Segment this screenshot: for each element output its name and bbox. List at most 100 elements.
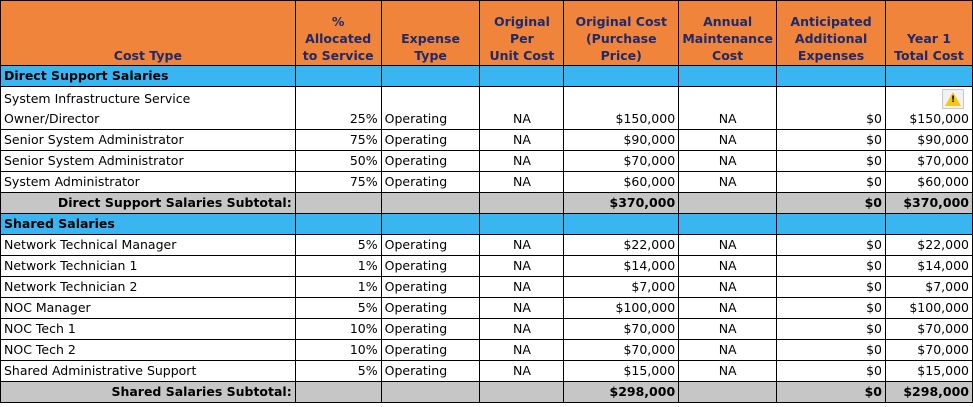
annual-maintenance-cell[interactable]: NA [678,339,778,361]
anticipated-expenses-cell[interactable]: $0 [776,360,887,382]
subtotal-anticipated-cell[interactable]: $0 [776,192,887,214]
header-expense-type[interactable]: Expense Type [380,0,481,66]
annual-maintenance-cell[interactable]: NA [678,171,778,193]
annual-maintenance-cell[interactable]: NA [678,276,778,298]
subtotal-empty-cell[interactable] [479,192,565,214]
pct-allocated-cell[interactable]: 75% [294,129,382,151]
cost-type-cell[interactable]: System Infrastructure Service Owner/Direc… [0,86,296,130]
section-empty-cell[interactable] [380,65,481,87]
orig-unit-cost-cell[interactable]: NA [479,318,565,340]
subtotal-label-cell[interactable]: Shared Salaries Subtotal: [0,381,296,403]
orig-cost-cell[interactable]: $14,000 [563,255,680,277]
section-empty-cell[interactable] [380,213,481,235]
section-title-cell[interactable]: Direct Support Salaries [0,65,296,87]
anticipated-expenses-cell[interactable]: $0 [776,129,887,151]
orig-unit-cost-cell[interactable]: NA [479,171,565,193]
pct-allocated-cell[interactable]: 75% [294,171,382,193]
pct-allocated-cell[interactable]: 1% [294,255,382,277]
section-title-cell[interactable]: Shared Salaries [0,213,296,235]
subtotal-empty-cell[interactable] [294,381,382,403]
anticipated-expenses-cell[interactable]: $0 [776,255,887,277]
cost-type-cell[interactable]: Network Technician 2 [0,276,296,298]
anticipated-expenses-cell[interactable]: $0 [776,150,887,172]
cost-type-cell[interactable]: NOC Tech 2 [0,339,296,361]
annual-maintenance-cell[interactable]: NA [678,297,778,319]
year1-total-cell[interactable]: $14,000 [885,255,973,277]
year1-total-cell[interactable]: $90,000 [885,129,973,151]
orig-cost-cell[interactable]: $100,000 [563,297,680,319]
orig-unit-cost-cell[interactable]: NA [479,276,565,298]
subtotal-empty-cell[interactable] [294,192,382,214]
orig-unit-cost-cell[interactable]: NA [479,339,565,361]
orig-cost-cell[interactable]: $70,000 [563,318,680,340]
orig-unit-cost-cell[interactable]: NA [479,129,565,151]
pct-allocated-cell[interactable]: 1% [294,276,382,298]
subtotal-orig-cost-cell[interactable]: $370,000 [563,192,680,214]
expense-type-cell[interactable]: Operating [380,171,481,193]
annual-maintenance-cell[interactable]: NA [678,234,778,256]
subtotal-empty-cell[interactable] [678,192,778,214]
orig-unit-cost-cell[interactable]: NA [479,255,565,277]
cost-type-cell[interactable]: Senior System Administrator [0,150,296,172]
anticipated-expenses-cell[interactable]: $0 [776,276,887,298]
section-empty-cell[interactable] [678,65,778,87]
pct-allocated-cell[interactable]: 10% [294,318,382,340]
expense-type-cell[interactable]: Operating [380,276,481,298]
subtotal-total-cell[interactable]: $298,000 [885,381,973,403]
cost-type-cell[interactable]: Senior System Administrator [0,129,296,151]
annual-maintenance-cell[interactable]: NA [678,129,778,151]
anticipated-expenses-cell[interactable]: $0 [776,297,887,319]
expense-type-cell[interactable]: Operating [380,234,481,256]
section-empty-cell[interactable] [479,65,565,87]
pct-allocated-cell[interactable]: 5% [294,234,382,256]
orig-cost-cell[interactable]: $22,000 [563,234,680,256]
section-empty-cell[interactable] [479,213,565,235]
year1-total-cell[interactable]: ! $150,000 [885,86,973,130]
expense-type-cell[interactable]: Operating [380,255,481,277]
orig-cost-cell[interactable]: $70,000 [563,150,680,172]
orig-cost-cell[interactable]: $150,000 [563,86,680,130]
pct-allocated-cell[interactable]: 25% [294,86,382,130]
expense-type-cell[interactable]: Operating [380,86,481,130]
annual-maintenance-cell[interactable]: NA [678,255,778,277]
section-empty-cell[interactable] [776,65,887,87]
header-pct-allocated[interactable]: % Allocated to Service [294,0,382,66]
orig-unit-cost-cell[interactable]: NA [479,150,565,172]
cost-type-cell[interactable]: System Administrator [0,171,296,193]
orig-unit-cost-cell[interactable]: NA [479,297,565,319]
section-empty-cell[interactable] [885,65,973,87]
pct-allocated-cell[interactable]: 10% [294,339,382,361]
subtotal-empty-cell[interactable] [380,192,481,214]
subtotal-empty-cell[interactable] [380,381,481,403]
orig-cost-cell[interactable]: $60,000 [563,171,680,193]
orig-cost-cell[interactable]: $90,000 [563,129,680,151]
orig-cost-cell[interactable]: $7,000 [563,276,680,298]
subtotal-empty-cell[interactable] [678,381,778,403]
subtotal-orig-cost-cell[interactable]: $298,000 [563,381,680,403]
anticipated-expenses-cell[interactable]: $0 [776,318,887,340]
section-empty-cell[interactable] [678,213,778,235]
pct-allocated-cell[interactable]: 5% [294,360,382,382]
section-empty-cell[interactable] [885,213,973,235]
annual-maintenance-cell[interactable]: NA [678,360,778,382]
orig-cost-cell[interactable]: $15,000 [563,360,680,382]
section-empty-cell[interactable] [776,213,887,235]
header-anticipated-expenses[interactable]: Anticipated Additional Expenses [776,0,887,66]
header-year1-total[interactable]: Year 1 Total Cost [885,0,973,66]
year1-total-cell[interactable]: $100,000 [885,297,973,319]
section-empty-cell[interactable] [563,213,680,235]
header-cost-type[interactable]: Cost Type [0,0,296,66]
orig-cost-cell[interactable]: $70,000 [563,339,680,361]
subtotal-label-cell[interactable]: Direct Support Salaries Subtotal: [0,192,296,214]
orig-unit-cost-cell[interactable]: NA [479,360,565,382]
cost-type-cell[interactable]: Network Technical Manager [0,234,296,256]
header-annual-maintenance[interactable]: Annual Maintenance Cost [678,0,778,66]
year1-total-cell[interactable]: $70,000 [885,339,973,361]
section-empty-cell[interactable] [563,65,680,87]
annual-maintenance-cell[interactable]: NA [678,86,778,130]
header-orig-cost[interactable]: Original Cost (Purchase Price) [563,0,680,66]
header-orig-unit-cost[interactable]: Original Per Unit Cost [479,0,565,66]
expense-type-cell[interactable]: Operating [380,150,481,172]
expense-type-cell[interactable]: Operating [380,297,481,319]
year1-total-cell[interactable]: $7,000 [885,276,973,298]
